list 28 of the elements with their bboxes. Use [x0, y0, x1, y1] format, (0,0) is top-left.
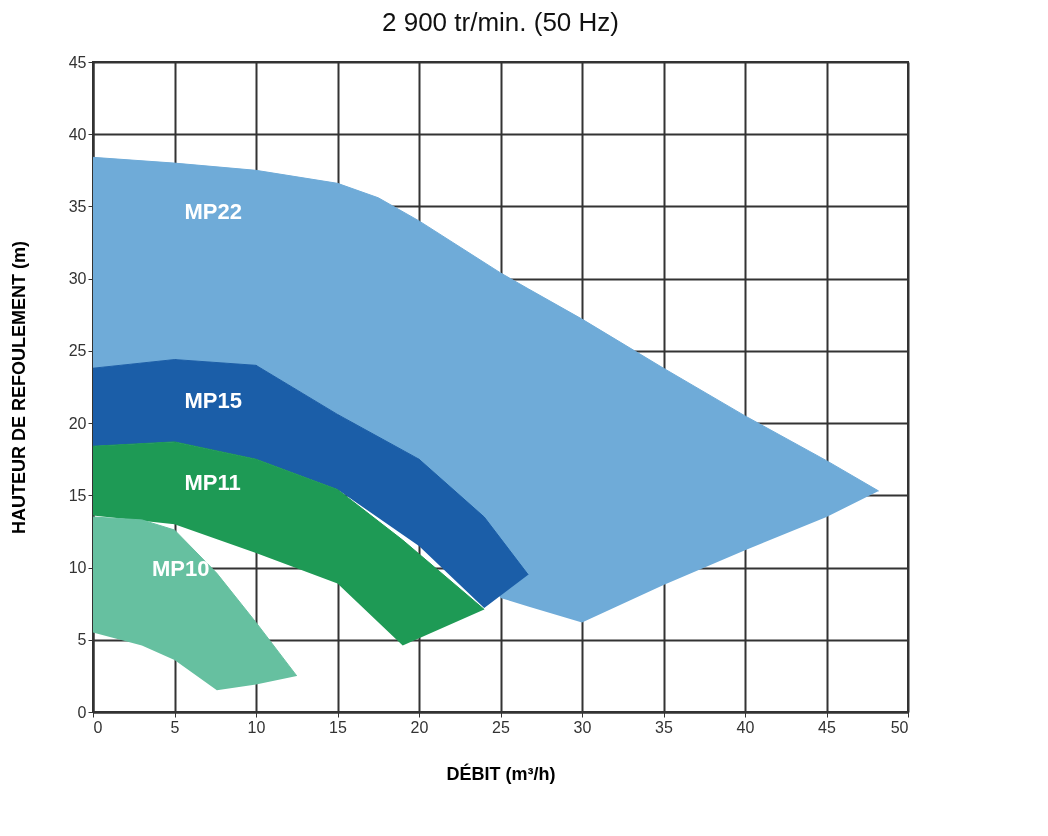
y-tick-label: 5 — [77, 631, 87, 649]
x-axis-title: DÉBIT (m³/h) — [446, 762, 556, 784]
y-tick-label: 25 — [68, 342, 87, 360]
series-label: MP15 — [184, 387, 242, 413]
x-tick-label: 40 — [736, 718, 755, 736]
series-label: MP10 — [151, 555, 210, 581]
y-tick-label: 30 — [68, 270, 87, 288]
x-tick-label: 20 — [410, 718, 429, 736]
y-tick-label: 0 — [77, 703, 87, 721]
x-tick-label: 10 — [247, 718, 266, 736]
chart-title: 2 900 tr/min. (50 Hz) — [382, 7, 619, 37]
x-tick-label: 25 — [492, 718, 510, 736]
y-tick-label: 40 — [68, 125, 87, 143]
y-tick-label: 20 — [68, 414, 87, 432]
series-label: MP11 — [184, 470, 241, 496]
x-tick-label: 50 — [890, 718, 909, 736]
x-tick-label: 35 — [655, 718, 673, 736]
x-tick-label: 45 — [818, 718, 836, 736]
x-tick-label: 0 — [93, 718, 103, 736]
x-tick-label: 5 — [170, 718, 180, 736]
y-tick-label: 15 — [68, 486, 87, 504]
y-tick-label: 10 — [68, 559, 87, 577]
x-tick-label: 15 — [329, 718, 347, 736]
y-axis-title: HAUTEUR DE REFOULEMENT (m) — [8, 241, 29, 534]
y-tick-label: 35 — [68, 197, 87, 215]
x-tick-label: 30 — [573, 718, 592, 736]
y-tick-label: 45 — [68, 53, 87, 71]
series-label: MP22 — [184, 198, 242, 224]
